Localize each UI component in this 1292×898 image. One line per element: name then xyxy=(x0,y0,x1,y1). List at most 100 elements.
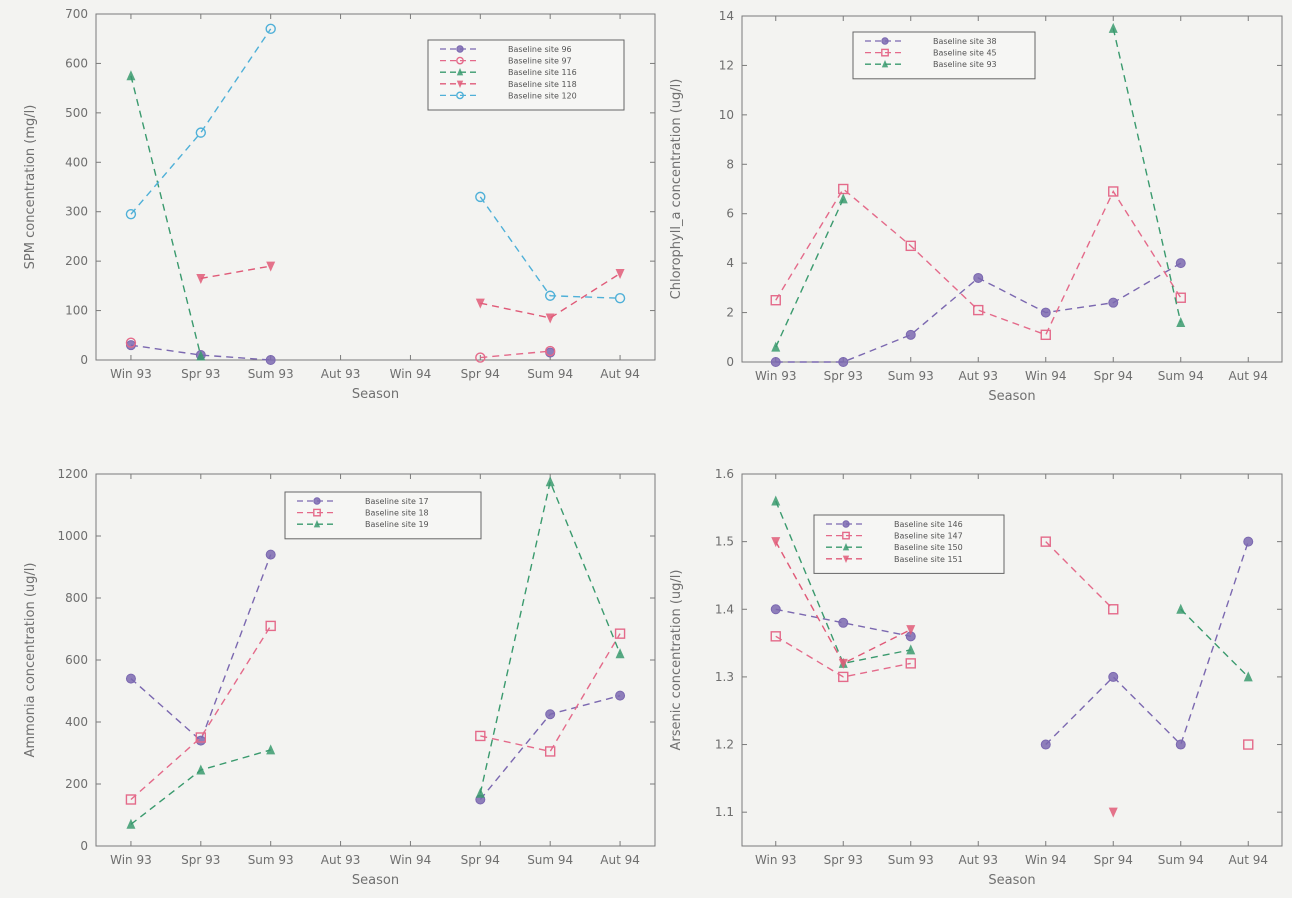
y-tick-label: 10 xyxy=(719,108,734,122)
x-tick-label: Win 94 xyxy=(390,367,432,381)
data-point xyxy=(770,631,781,642)
data-point xyxy=(126,818,136,829)
data-point xyxy=(266,261,276,272)
series-line xyxy=(775,635,911,678)
legend-marker xyxy=(456,91,464,100)
data-point xyxy=(1176,316,1186,327)
series-2 xyxy=(125,337,556,363)
legend-label: Baseline site 147 xyxy=(894,532,963,541)
data-point xyxy=(770,295,781,306)
series-line xyxy=(130,625,272,801)
x-tick-label: Aut 93 xyxy=(958,369,998,383)
data-point xyxy=(125,208,137,220)
plot-frame xyxy=(95,13,656,361)
chart-2: 0 2 4 6 8 10 12 14 Win 93 Spr 93 Sum 93 Aut 93 Win 9… xyxy=(669,9,1283,404)
plot-frame xyxy=(741,473,1283,847)
data-point xyxy=(838,193,848,204)
x-axis-label: Season xyxy=(988,873,1035,888)
x-tick-label: Sum 93 xyxy=(248,853,294,867)
plot-frame xyxy=(741,15,1283,363)
data-point xyxy=(265,549,276,560)
x-tick-label: Sum 94 xyxy=(1158,369,1204,383)
y-axis-label: SPM concentration (mg/l) xyxy=(23,105,38,270)
chart-3: 0 200 400 600 800 1000 1200 Win 93 Spr 93 Sum 93 A… xyxy=(23,467,656,888)
data-point xyxy=(265,23,276,35)
x-axis-label: Season xyxy=(352,387,399,402)
series-line xyxy=(130,75,202,357)
x-tick-label: Aut 94 xyxy=(600,853,640,867)
data-point xyxy=(1108,807,1118,818)
data-point xyxy=(545,476,555,487)
y-tick-label: 300 xyxy=(65,205,88,219)
x-tick-label: Spr 93 xyxy=(824,369,863,383)
legend-marker xyxy=(456,80,464,88)
data-point xyxy=(544,290,556,301)
data-point xyxy=(545,709,556,720)
data-point xyxy=(838,658,848,669)
y-tick-label: 1.5 xyxy=(715,535,734,549)
series-line xyxy=(1045,541,1114,610)
legend-label: Baseline site 45 xyxy=(933,49,997,58)
series-3 xyxy=(771,495,1253,682)
x-tick-label: Aut 94 xyxy=(1228,369,1268,383)
series-line xyxy=(1112,28,1182,323)
legend-marker xyxy=(881,60,889,68)
y-tick-label: 600 xyxy=(65,653,88,667)
x-tick-label: Win 93 xyxy=(110,367,152,381)
series-3 xyxy=(126,70,206,361)
data-point xyxy=(475,730,486,742)
series-line xyxy=(480,350,551,359)
y-tick-label: 1.2 xyxy=(715,738,734,752)
series-line xyxy=(130,749,271,825)
series-line xyxy=(775,187,1182,336)
data-point xyxy=(1108,671,1119,682)
legend-marker xyxy=(456,56,464,65)
y-tick-label: 6 xyxy=(726,207,734,221)
legend-marker xyxy=(456,45,464,53)
x-axis-label: Season xyxy=(352,873,399,888)
data-point xyxy=(838,357,849,367)
legend-label: Baseline site 97 xyxy=(508,57,572,66)
y-tick-label: 1.6 xyxy=(715,467,734,481)
y-tick-label: 400 xyxy=(65,155,88,169)
y-tick-label: 1200 xyxy=(57,467,88,481)
x-tick-label: Win 93 xyxy=(755,853,797,867)
data-point xyxy=(196,350,206,361)
series-line xyxy=(130,28,272,215)
data-point xyxy=(1175,258,1186,269)
y-tick-label: 4 xyxy=(726,256,734,270)
data-point xyxy=(615,690,626,701)
data-point xyxy=(125,337,137,348)
data-point xyxy=(1040,739,1051,750)
data-point xyxy=(906,625,916,636)
chart-4: 1.1 1.2 1.3 1.4 1.5 1.6 Win 93 Spr 93 Sum 93 Aut … xyxy=(669,467,1283,888)
series-line xyxy=(775,500,911,665)
data-point xyxy=(1108,186,1119,197)
x-tick-label: Win 94 xyxy=(1025,369,1067,383)
legend-label: Baseline site 120 xyxy=(508,91,577,100)
series-line xyxy=(480,272,621,319)
x-tick-label: Aut 94 xyxy=(600,367,640,381)
series-4 xyxy=(196,261,625,324)
data-point xyxy=(906,644,916,655)
x-tick-label: Spr 94 xyxy=(461,853,500,867)
data-point xyxy=(125,673,136,684)
y-axis-label: Arsenic concentration (ug/l) xyxy=(669,570,684,751)
series-line xyxy=(200,265,271,280)
data-point xyxy=(125,794,137,805)
x-tick-label: Win 94 xyxy=(1025,853,1067,867)
y-tick-label: 200 xyxy=(65,777,88,791)
legend: Baseline site 146 Baseline site 147 Baseli… xyxy=(813,514,1005,574)
data-point xyxy=(771,341,781,352)
legend-marker xyxy=(313,520,321,528)
data-point xyxy=(838,617,849,628)
data-point xyxy=(545,313,555,324)
x-tick-label: Spr 94 xyxy=(461,367,500,381)
x-tick-label: Aut 93 xyxy=(321,367,361,381)
data-point xyxy=(1243,739,1254,750)
series-5 xyxy=(125,23,626,304)
legend-marker xyxy=(842,520,850,528)
y-tick-label: 0 xyxy=(80,839,88,853)
data-point xyxy=(475,787,485,798)
data-point xyxy=(615,269,625,279)
